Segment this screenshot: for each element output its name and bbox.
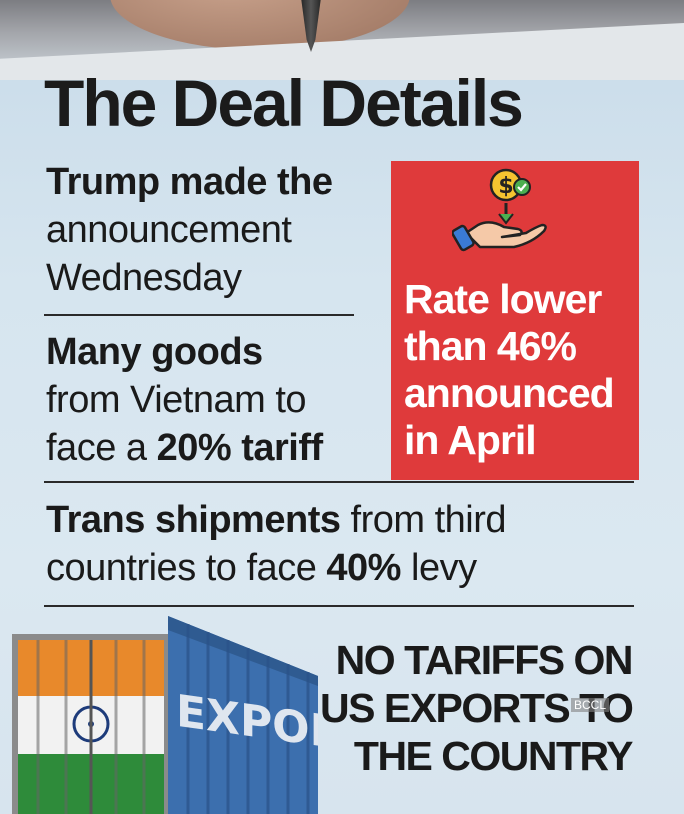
point3-rate: 40%: [326, 547, 401, 589]
point2-line3-bold: 20% tariff: [156, 427, 324, 469]
headline-line: NO TARIFFS ON: [335, 637, 634, 683]
callout-line: Rate lower: [404, 276, 602, 322]
headline-line: THE COUNTRY: [353, 733, 634, 779]
callout-line: in April: [404, 417, 537, 463]
hand-dollar-icon: $: [452, 168, 547, 252]
point3-pre: countries to face: [46, 547, 327, 589]
callout-line: than 46%: [404, 323, 577, 369]
shipping-container-icon: EXPORT: [12, 616, 318, 814]
point1-line2: announcement: [46, 209, 292, 251]
point3-line1: Trans shipments from third: [46, 498, 507, 543]
divider: [44, 481, 634, 483]
point2-line2: from Vietnam to: [46, 379, 307, 421]
svg-text:$: $: [498, 174, 513, 199]
headline: NO TARIFFS ON US EXPORTS TO THE COUNTRY: [320, 636, 634, 780]
page-title: The Deal Details: [44, 66, 524, 140]
point1-line3: Wednesday: [46, 257, 242, 299]
point2-bold: Many goods: [46, 331, 263, 373]
point2-line3-pre: face a: [46, 427, 157, 469]
point3-post: levy: [400, 547, 477, 589]
watermark: BCCL: [571, 698, 610, 712]
callout-line: announced: [404, 370, 615, 416]
divider: [44, 605, 634, 607]
callout-text: Rate lower than 46% announced in April: [404, 276, 615, 464]
callout-box: [391, 161, 639, 480]
point2-line3: face a 20% tariff: [46, 426, 323, 471]
header-photo: [0, 0, 684, 80]
point3-bold: Trans shipments: [46, 499, 341, 541]
point1-bold: Trump made the: [46, 161, 333, 203]
divider: [44, 314, 354, 316]
point3-line2: countries to face 40% levy: [46, 546, 477, 591]
point3-rest: from third: [340, 499, 507, 541]
